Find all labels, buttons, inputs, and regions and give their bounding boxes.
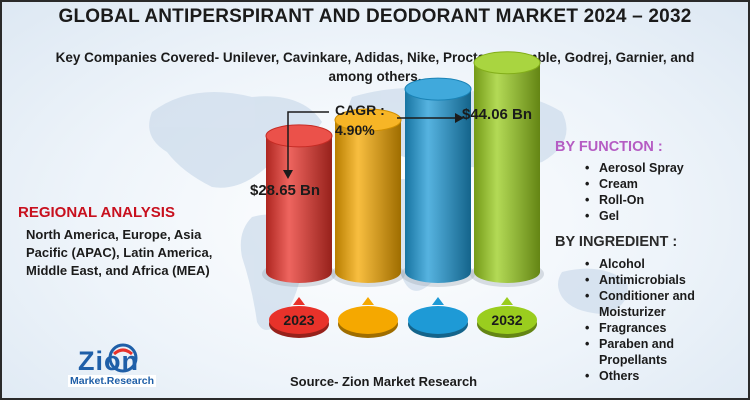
category-label: 2023 xyxy=(283,312,314,328)
category-label: 2032 xyxy=(491,312,522,328)
pedestal-disk xyxy=(338,306,398,334)
pedestal-pointer xyxy=(501,297,513,305)
cagr-value: 4.90% xyxy=(335,122,375,138)
bar-top-cap xyxy=(265,124,333,148)
pedestal-disk xyxy=(477,306,537,334)
cagr-arrowhead-right xyxy=(455,113,464,123)
logo-subtitle: Market.Research xyxy=(68,375,157,387)
by-function-list: Aerosol Spray Cream Roll-On Gel xyxy=(583,160,684,224)
pedestal-pointer xyxy=(432,297,444,305)
zion-logo-icon xyxy=(108,343,138,373)
function-item: Gel xyxy=(583,208,684,224)
source-note: Source- Zion Market Research xyxy=(290,374,478,389)
bar-series-1 xyxy=(335,120,401,283)
by-function-heading: BY FUNCTION : xyxy=(555,139,663,155)
value-label-2023: $28.65 Bn xyxy=(250,182,321,199)
by-ingredient-heading: BY INGREDIENT : xyxy=(555,234,678,250)
bar-top-cap xyxy=(473,51,541,75)
cagr-arrow-down xyxy=(287,111,329,170)
pedestal-pointer xyxy=(362,297,374,305)
ingredient-item: Others xyxy=(583,368,743,384)
cagr-annotation: CAGR : 4.90% xyxy=(335,100,385,140)
by-ingredient-list: Alcohol Antimicrobials Conditioner and M… xyxy=(583,256,743,384)
regional-analysis-heading: REGIONAL ANALYSIS xyxy=(18,204,175,221)
function-item: Aerosol Spray xyxy=(583,160,684,176)
bar-top-cap xyxy=(334,108,402,132)
cagr-label: CAGR : xyxy=(335,102,385,118)
ingredient-item: Paraben and Propellants xyxy=(583,336,743,368)
bar-2023 xyxy=(266,135,332,283)
ingredient-item: Alcohol xyxy=(583,256,743,272)
bar-top-cap xyxy=(404,77,472,101)
pedestal-disk xyxy=(408,306,468,334)
bar-series-2 xyxy=(405,89,471,283)
value-label-2032: $44.06 Bn xyxy=(462,106,533,123)
function-item: Cream xyxy=(583,176,684,192)
bar-2032 xyxy=(474,62,540,283)
ingredient-item: Antimicrobials xyxy=(583,272,743,288)
regional-analysis-text: North America, Europe, Asia Pacific (APA… xyxy=(26,227,213,278)
ingredient-item: Conditioner and Moisturizer xyxy=(583,288,743,320)
pedestal-pointer xyxy=(293,297,305,305)
logo-name: Zion xyxy=(78,346,139,376)
ingredient-item: Fragrances xyxy=(583,320,743,336)
cagr-arrowhead-down xyxy=(283,170,293,179)
pedestal-disk xyxy=(269,306,329,334)
function-item: Roll-On xyxy=(583,192,684,208)
page-title: GLOBAL ANTIPERSPIRANT AND DEODORANT MARK… xyxy=(58,6,692,27)
